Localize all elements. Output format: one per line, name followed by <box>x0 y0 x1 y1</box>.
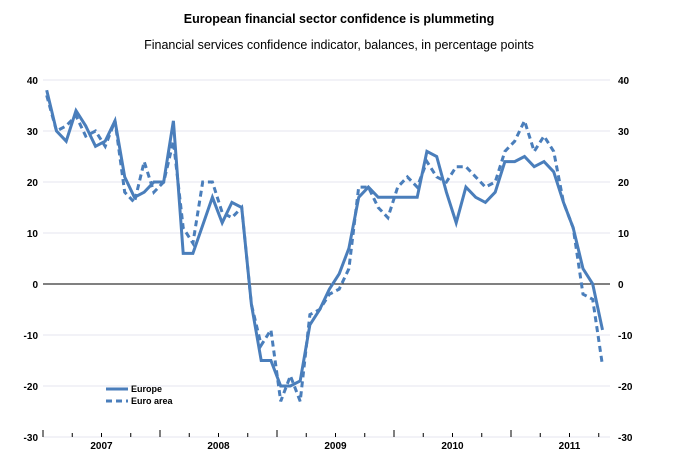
x-tick-label: 2007 <box>90 441 113 452</box>
chart-subtitle: Financial services confidence indicator,… <box>144 38 534 52</box>
legend-label-euro-area: Euro area <box>131 396 174 406</box>
y-tick-label-left: -10 <box>24 331 39 342</box>
x-axis: 2007 2008 2009 2010 2011 <box>42 430 600 452</box>
y-tick-label-right: 40 <box>618 76 630 87</box>
y-axis-right: 40 30 20 10 0 -10 -20 -30 <box>618 76 633 444</box>
y-tick-label-right: 30 <box>618 127 630 138</box>
y-tick-label-left: 40 <box>27 76 39 87</box>
y-tick-label-right: 10 <box>618 229 630 240</box>
y-tick-label-right: 0 <box>618 280 624 291</box>
y-tick-label-right: -30 <box>618 433 633 444</box>
y-tick-label-right: 20 <box>618 178 630 189</box>
legend-label-europe: Europe <box>131 384 162 394</box>
y-tick-label-left: 20 <box>27 178 39 189</box>
x-tick-label: 2011 <box>559 441 581 452</box>
x-tick-label: 2010 <box>441 441 464 452</box>
y-tick-label-left: 0 <box>32 280 38 291</box>
y-tick-label-left: -20 <box>24 382 39 393</box>
y-tick-label-left: 30 <box>27 127 39 138</box>
y-tick-label-left: -30 <box>24 433 39 444</box>
legend: Europe Euro area <box>106 384 174 406</box>
x-tick-label: 2008 <box>207 441 230 452</box>
gridlines <box>43 79 610 438</box>
y-tick-label-right: -20 <box>618 382 633 393</box>
y-tick-label-left: 10 <box>27 229 39 240</box>
chart-title: European financial sector confidence is … <box>183 12 495 26</box>
series-lines <box>45 89 604 402</box>
y-axis-left: 40 30 20 10 0 -10 -20 -30 <box>24 76 39 444</box>
x-tick-label: 2009 <box>324 441 347 452</box>
series-line-euro-area <box>45 94 604 402</box>
y-tick-label-right: -10 <box>618 331 633 342</box>
